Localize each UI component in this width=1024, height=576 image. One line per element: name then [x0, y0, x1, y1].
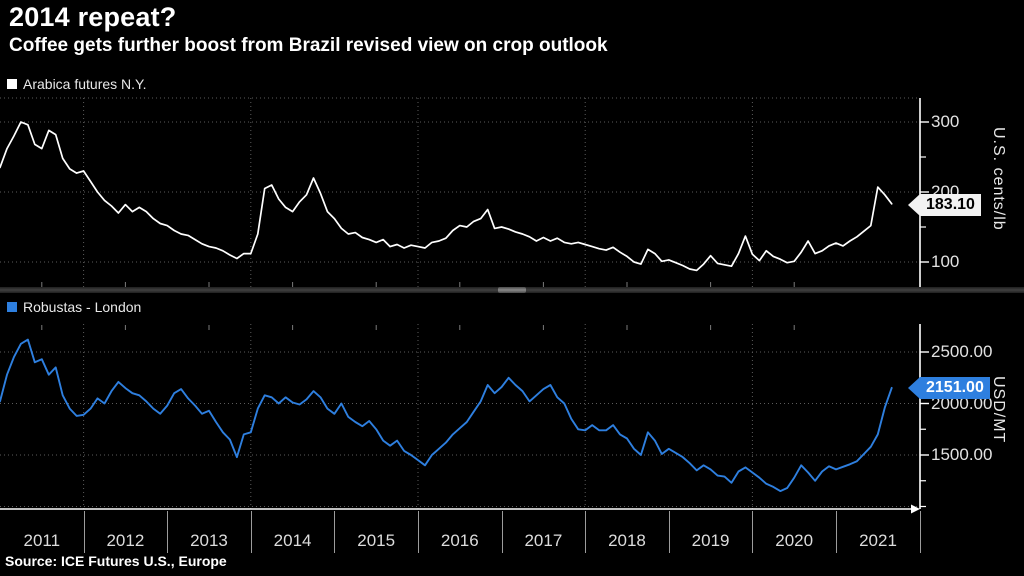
last-price-robusta: 2151.00: [920, 377, 990, 399]
x-tick-separator: [334, 511, 336, 553]
source-text: Source: ICE Futures U.S., Europe: [5, 553, 227, 569]
x-tick-label: 2021: [859, 531, 897, 550]
chart-subtitle: Coffee gets further boost from Brazil re…: [9, 35, 608, 56]
legend-robusta: Robustas - London: [7, 299, 141, 315]
arabica-series-line: [0, 121, 893, 272]
chart-title: 2014 repeat?: [9, 2, 177, 32]
x-tick-label: 2019: [691, 531, 730, 550]
x-tick-separator: [668, 511, 670, 553]
x-tick-separator: [836, 511, 837, 553]
x-tick-label: 2020: [775, 531, 814, 550]
x-tick-separator: [501, 511, 503, 553]
divider-handle-icon[interactable]: [498, 287, 526, 293]
x-axis-arrow-icon: [911, 504, 920, 514]
arabica-swatch-icon: [7, 79, 17, 89]
axis-unit-robusta: USD/MT: [990, 376, 1007, 444]
x-tick-separator: [752, 511, 754, 553]
x-tick-label: 2013: [190, 531, 228, 550]
tag-arrow-left-icon: [908, 377, 920, 399]
last-price-tag-robusta: 2151.00: [908, 377, 990, 399]
x-tick-separator: [418, 511, 419, 553]
robusta-series-line: [0, 338, 893, 493]
robusta-swatch-icon: [7, 302, 17, 312]
tag-arrow-left-icon: [908, 194, 920, 216]
x-tick-label: 2014: [273, 531, 312, 550]
y-tick-label: 100: [931, 252, 960, 271]
x-tick-separator: [585, 511, 587, 553]
legend-robusta-label: Robustas - London: [23, 299, 142, 315]
x-tick-separator: [167, 511, 169, 553]
x-tick-label: 2015: [357, 531, 396, 550]
x-tick-label: 2016: [440, 531, 479, 550]
y-tick-label: 2500.00: [931, 342, 993, 361]
last-price-tag-arabica: 183.10: [908, 194, 981, 216]
x-tick-separator: [83, 511, 85, 553]
last-price-arabica: 183.10: [920, 194, 981, 216]
panel-divider[interactable]: [0, 287, 1024, 293]
x-tick-separator: [250, 511, 252, 553]
axis-unit-arabica: U.S. cents/lb: [990, 127, 1007, 231]
legend-arabica: Arabica futures N.Y.: [7, 76, 146, 92]
x-tick-label: 2011: [23, 531, 61, 550]
y-tick-label: 1500.00: [931, 445, 993, 464]
x-tick-separator: [920, 511, 921, 553]
x-tick-label: 2018: [608, 531, 646, 550]
x-tick-label: 2017: [524, 531, 563, 550]
x-tick-label: 2012: [106, 531, 145, 550]
y-tick-label: 300: [931, 112, 960, 131]
legend-arabica-label: Arabica futures N.Y.: [23, 76, 147, 92]
